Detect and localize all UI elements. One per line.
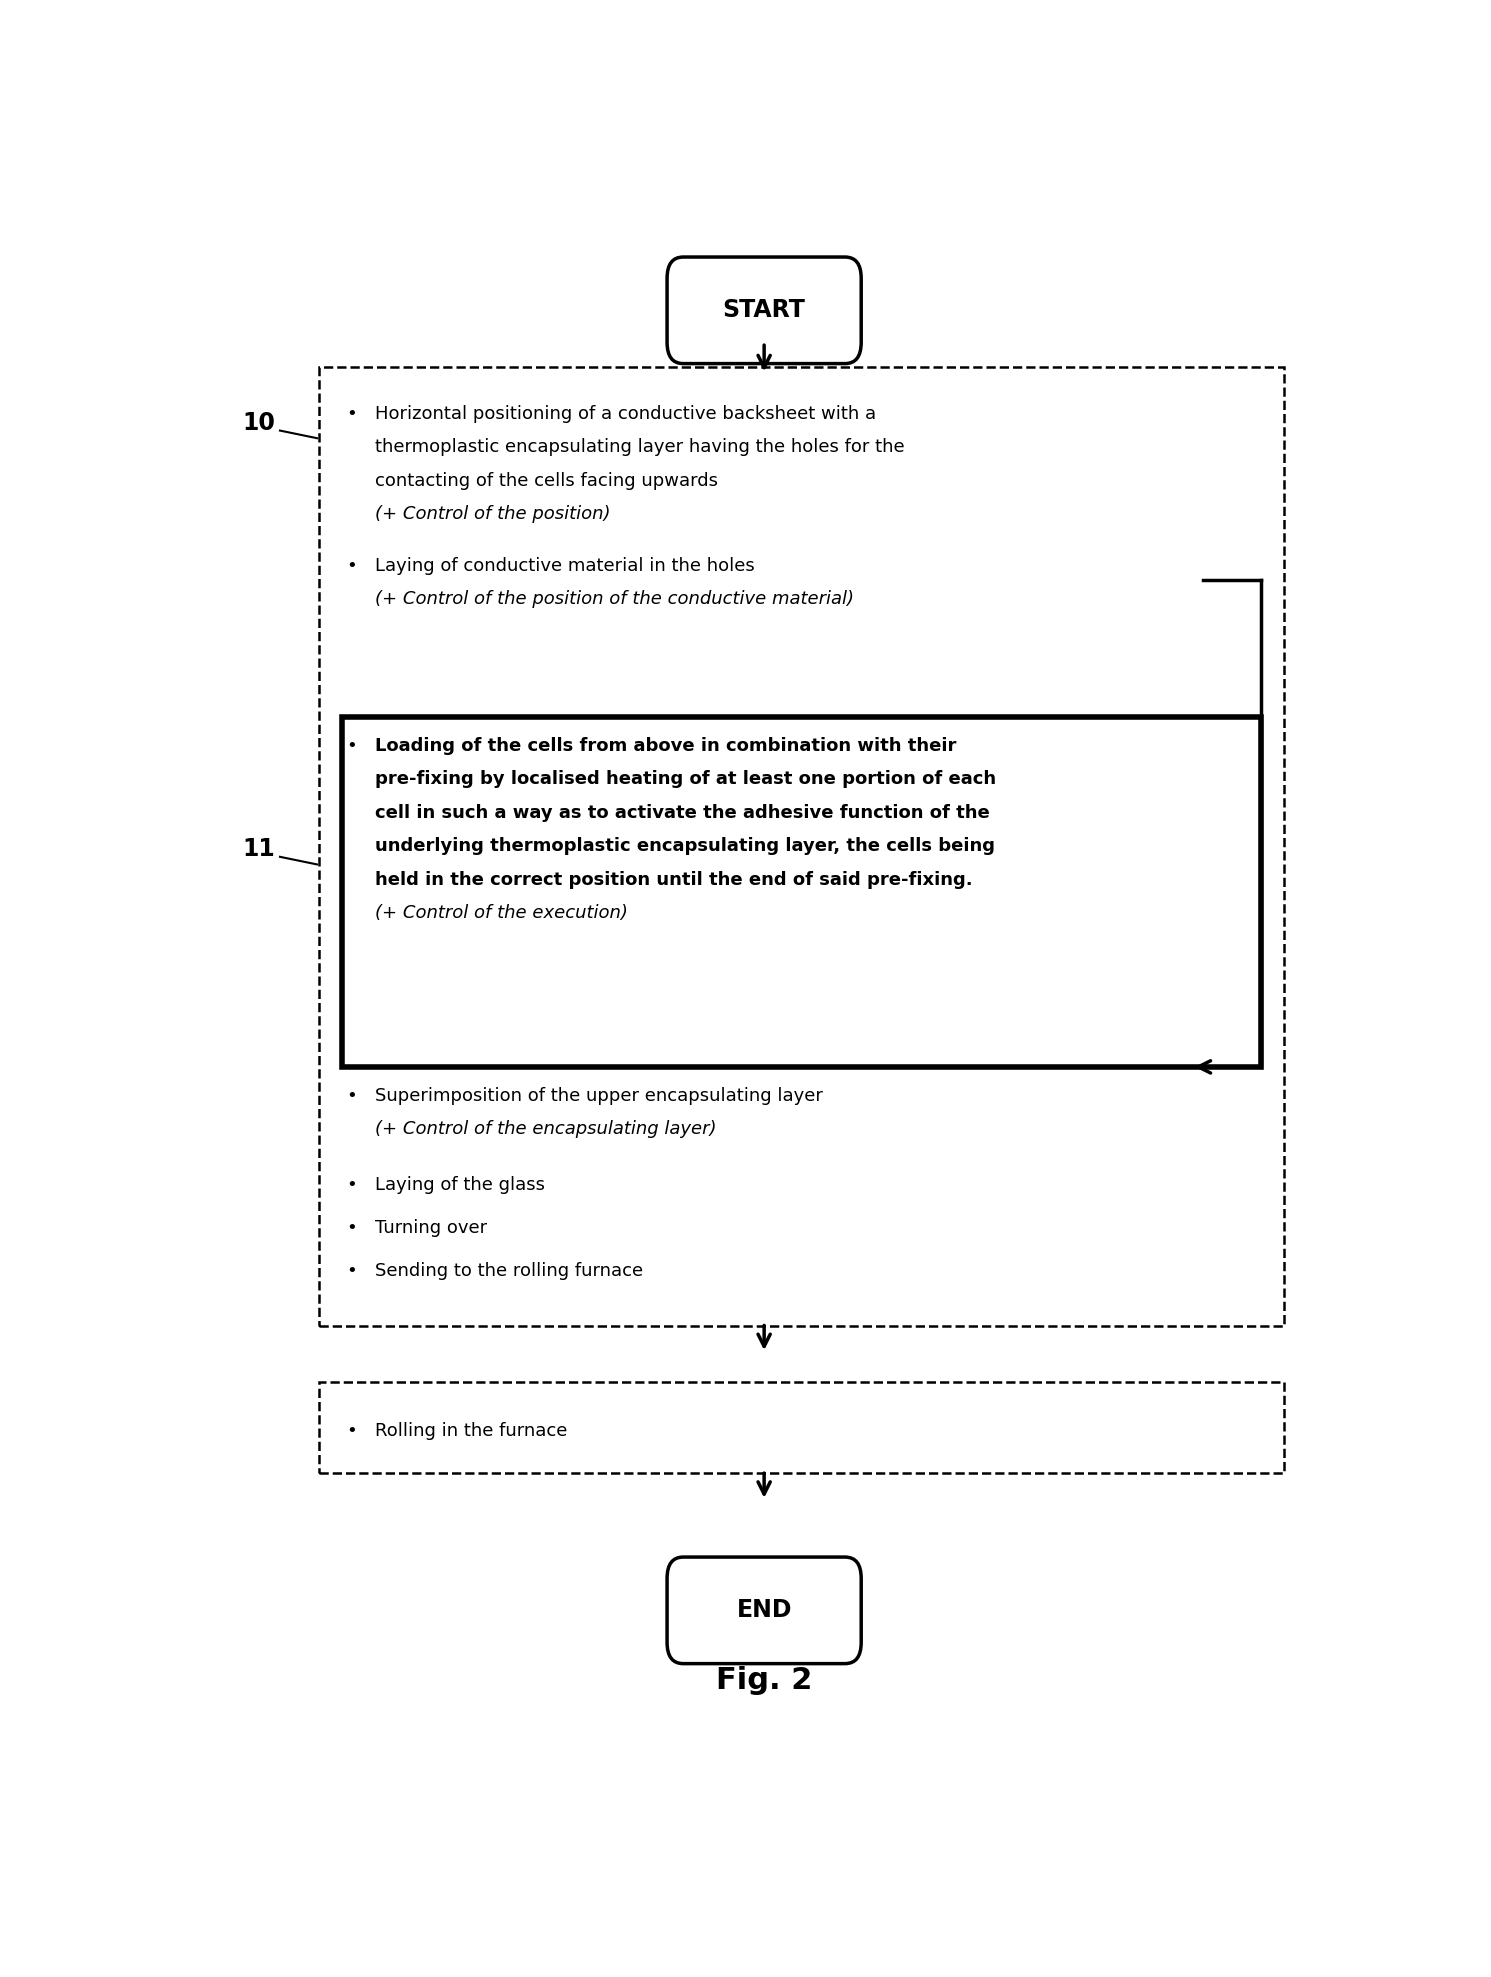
Bar	[319, 366, 1284, 1327]
Text: Horizontal positioning of a conductive backsheet with a: Horizontal positioning of a conductive b…	[374, 405, 875, 423]
Text: Laying of conductive material in the holes: Laying of conductive material in the hol…	[374, 558, 754, 575]
Bar	[319, 1382, 1284, 1473]
Text: Rolling in the furnace: Rolling in the furnace	[374, 1421, 567, 1439]
Text: START: START	[723, 299, 805, 322]
Text: (+ Control of the encapsulating layer): (+ Control of the encapsulating layer)	[374, 1121, 716, 1139]
FancyBboxPatch shape	[666, 1558, 862, 1663]
Text: underlying thermoplastic encapsulating layer, the cells being: underlying thermoplastic encapsulating l…	[374, 836, 994, 854]
Text: 11: 11	[243, 836, 276, 862]
Text: •: •	[346, 405, 358, 423]
Text: Sending to the rolling furnace: Sending to the rolling furnace	[374, 1261, 643, 1279]
Text: END: END	[737, 1597, 792, 1623]
FancyBboxPatch shape	[666, 257, 862, 364]
Text: •: •	[346, 737, 358, 755]
Text: •: •	[346, 1087, 358, 1105]
Bar	[343, 718, 1261, 1068]
Text: held in the correct position until the end of said pre-fixing.: held in the correct position until the e…	[374, 870, 972, 888]
Text: •: •	[346, 1421, 358, 1439]
Text: Turning over: Turning over	[374, 1220, 488, 1238]
Text: 10: 10	[243, 411, 276, 435]
Text: •: •	[346, 1261, 358, 1279]
Text: (+ Control of the execution): (+ Control of the execution)	[374, 903, 628, 921]
Text: Superimposition of the upper encapsulating layer: Superimposition of the upper encapsulati…	[374, 1087, 823, 1105]
Text: cell in such a way as to activate the adhesive function of the: cell in such a way as to activate the ad…	[374, 803, 990, 822]
Text: Laying of the glass: Laying of the glass	[374, 1176, 544, 1194]
Text: •: •	[346, 1176, 358, 1194]
Text: •: •	[346, 1220, 358, 1238]
Text: (+ Control of the position): (+ Control of the position)	[374, 506, 610, 524]
Text: (+ Control of the position of the conductive material): (+ Control of the position of the conduc…	[374, 591, 854, 609]
Text: thermoplastic encapsulating layer having the holes for the: thermoplastic encapsulating layer having…	[374, 439, 905, 457]
Text: pre-fixing by localised heating of at least one portion of each: pre-fixing by localised heating of at le…	[374, 769, 996, 789]
Text: •: •	[346, 558, 358, 575]
Text: Fig. 2: Fig. 2	[716, 1667, 813, 1694]
Text: Loading of the cells from above in combination with their: Loading of the cells from above in combi…	[374, 737, 956, 755]
Text: contacting of the cells facing upwards: contacting of the cells facing upwards	[374, 473, 717, 490]
